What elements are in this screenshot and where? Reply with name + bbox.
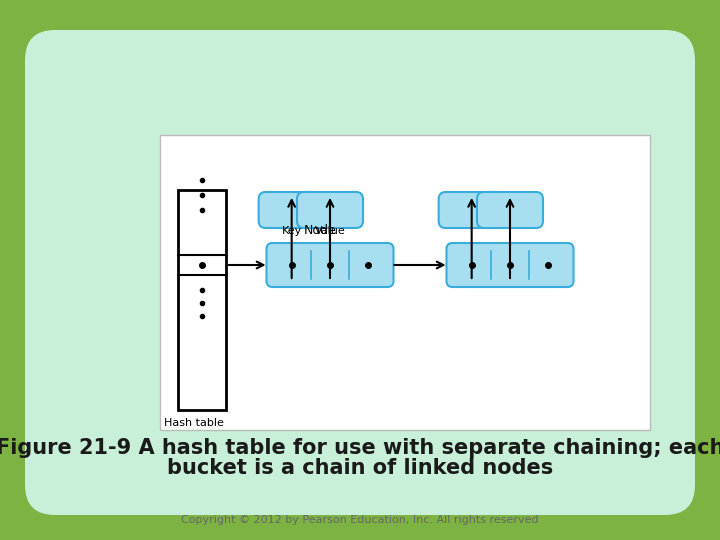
- Bar: [178, 190, 226, 410]
- FancyBboxPatch shape: [438, 192, 505, 228]
- FancyBboxPatch shape: [446, 243, 574, 287]
- Text: Key: Key: [282, 226, 302, 236]
- FancyBboxPatch shape: [477, 192, 543, 228]
- Text: Copyright © 2012 by Pearson Education, Inc. All rights reserved: Copyright © 2012 by Pearson Education, I…: [181, 515, 539, 525]
- FancyBboxPatch shape: [266, 243, 394, 287]
- FancyBboxPatch shape: [297, 192, 363, 228]
- Text: Node: Node: [304, 224, 336, 237]
- Text: Value: Value: [315, 226, 346, 236]
- Text: Figure 21-9 A hash table for use with separate chaining; each: Figure 21-9 A hash table for use with se…: [0, 438, 720, 458]
- Text: bucket is a chain of linked nodes: bucket is a chain of linked nodes: [167, 458, 553, 478]
- Text: Hash table: Hash table: [164, 418, 224, 428]
- Bar: [160, 135, 650, 430]
- FancyBboxPatch shape: [258, 192, 325, 228]
- FancyBboxPatch shape: [25, 30, 695, 515]
